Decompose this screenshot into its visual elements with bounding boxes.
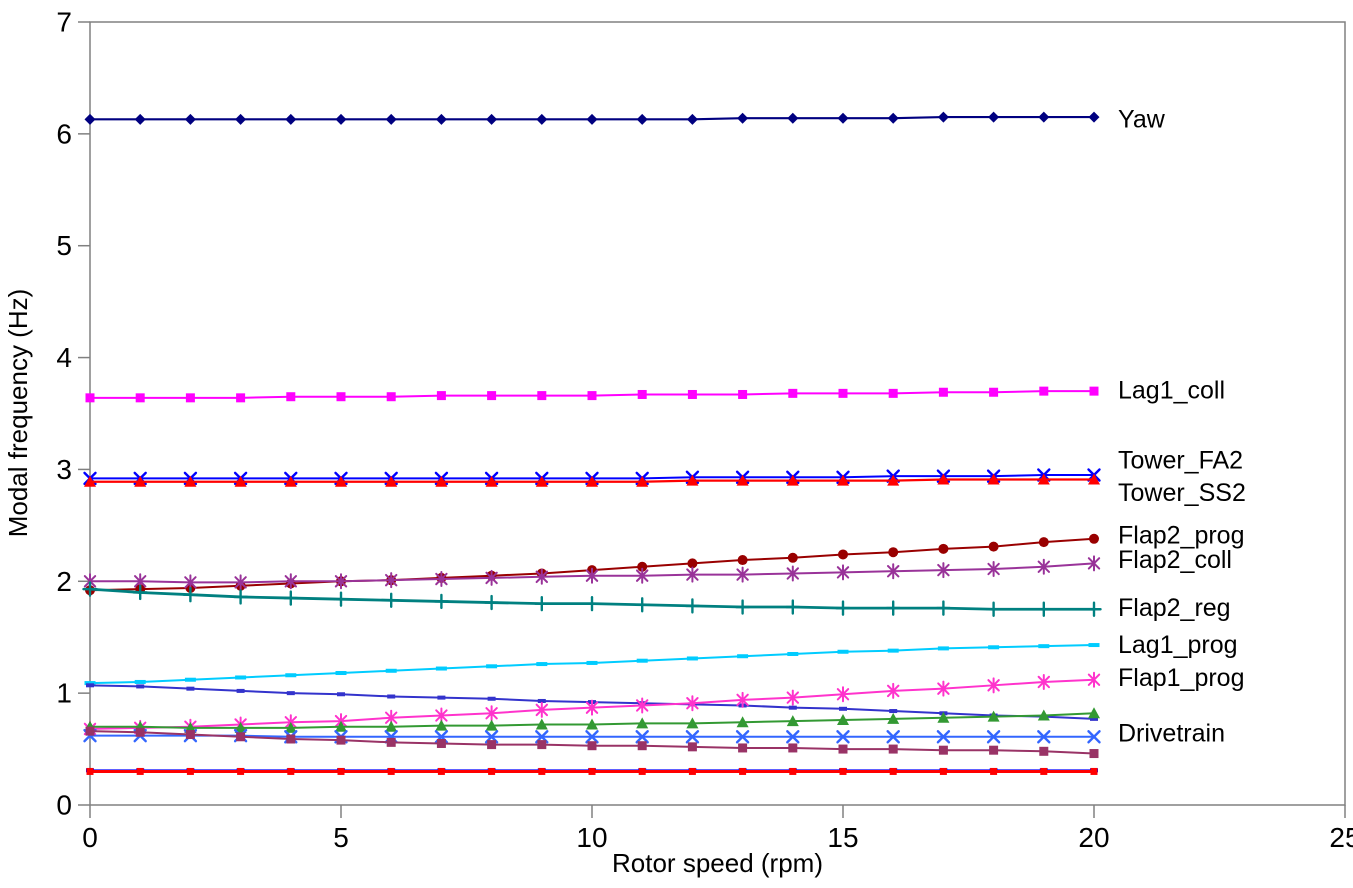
y-tick-label: 5 xyxy=(56,230,72,261)
series-label-yaw: Yaw xyxy=(1118,105,1166,133)
y-axis: 0 1 2 3 4 5 6 7 xyxy=(56,7,90,821)
series-label-flap2-prog: Flap2_prog xyxy=(1118,521,1244,549)
series-yaw xyxy=(84,111,1100,125)
series-lag1-coll xyxy=(85,386,1099,403)
series-label-lag1-prog: Lag1_prog xyxy=(1118,631,1238,659)
series-label-flap2-reg: Flap2_reg xyxy=(1118,594,1231,622)
plot-border xyxy=(89,21,1346,806)
y-tick-label: 1 xyxy=(56,678,72,709)
x-axis-title: Rotor speed (rpm) xyxy=(612,848,823,878)
series-label-flap1-prog: Flap1_prog xyxy=(1118,664,1244,692)
x-tick-label: 25 xyxy=(1329,822,1353,853)
series-label-tower-fa2: Tower_FA2 xyxy=(1118,446,1243,474)
series-label-drivetrain: Drivetrain xyxy=(1118,719,1225,747)
series-unlabeled-dark-purple-descending xyxy=(85,726,1099,759)
x-tick-label: 20 xyxy=(1078,822,1109,853)
y-tick-label: 2 xyxy=(56,566,72,597)
series-lag1-prog xyxy=(84,643,1100,686)
series-flap2-coll xyxy=(83,555,1101,591)
y-tick-label: 7 xyxy=(56,7,72,38)
series-label-tower-ss2: Tower_SS2 xyxy=(1118,479,1246,507)
series-flap2-reg xyxy=(82,581,1102,617)
x-tick-label: 0 xyxy=(82,822,98,853)
y-tick-label: 6 xyxy=(56,118,72,149)
x-tick-label: 5 xyxy=(333,822,349,853)
y-tick-label: 4 xyxy=(56,342,72,373)
y-axis-title: Modal frequency (Hz) xyxy=(3,289,33,538)
x-axis: 0 5 10 15 20 25 xyxy=(82,805,1353,853)
series-label-flap2-coll: Flap2_coll xyxy=(1118,546,1232,574)
y-tick-label: 3 xyxy=(56,454,72,485)
y-tick-label: 0 xyxy=(56,790,72,821)
series-unlabeled-red-flat-low xyxy=(86,767,1098,775)
series-unlabeled-green-rising xyxy=(84,707,1100,733)
x-tick-label: 10 xyxy=(576,822,607,853)
series-tower-ss2 xyxy=(84,473,1100,487)
x-tick-label: 15 xyxy=(827,822,858,853)
series-label-lag1-coll: Lag1_coll xyxy=(1118,377,1225,405)
